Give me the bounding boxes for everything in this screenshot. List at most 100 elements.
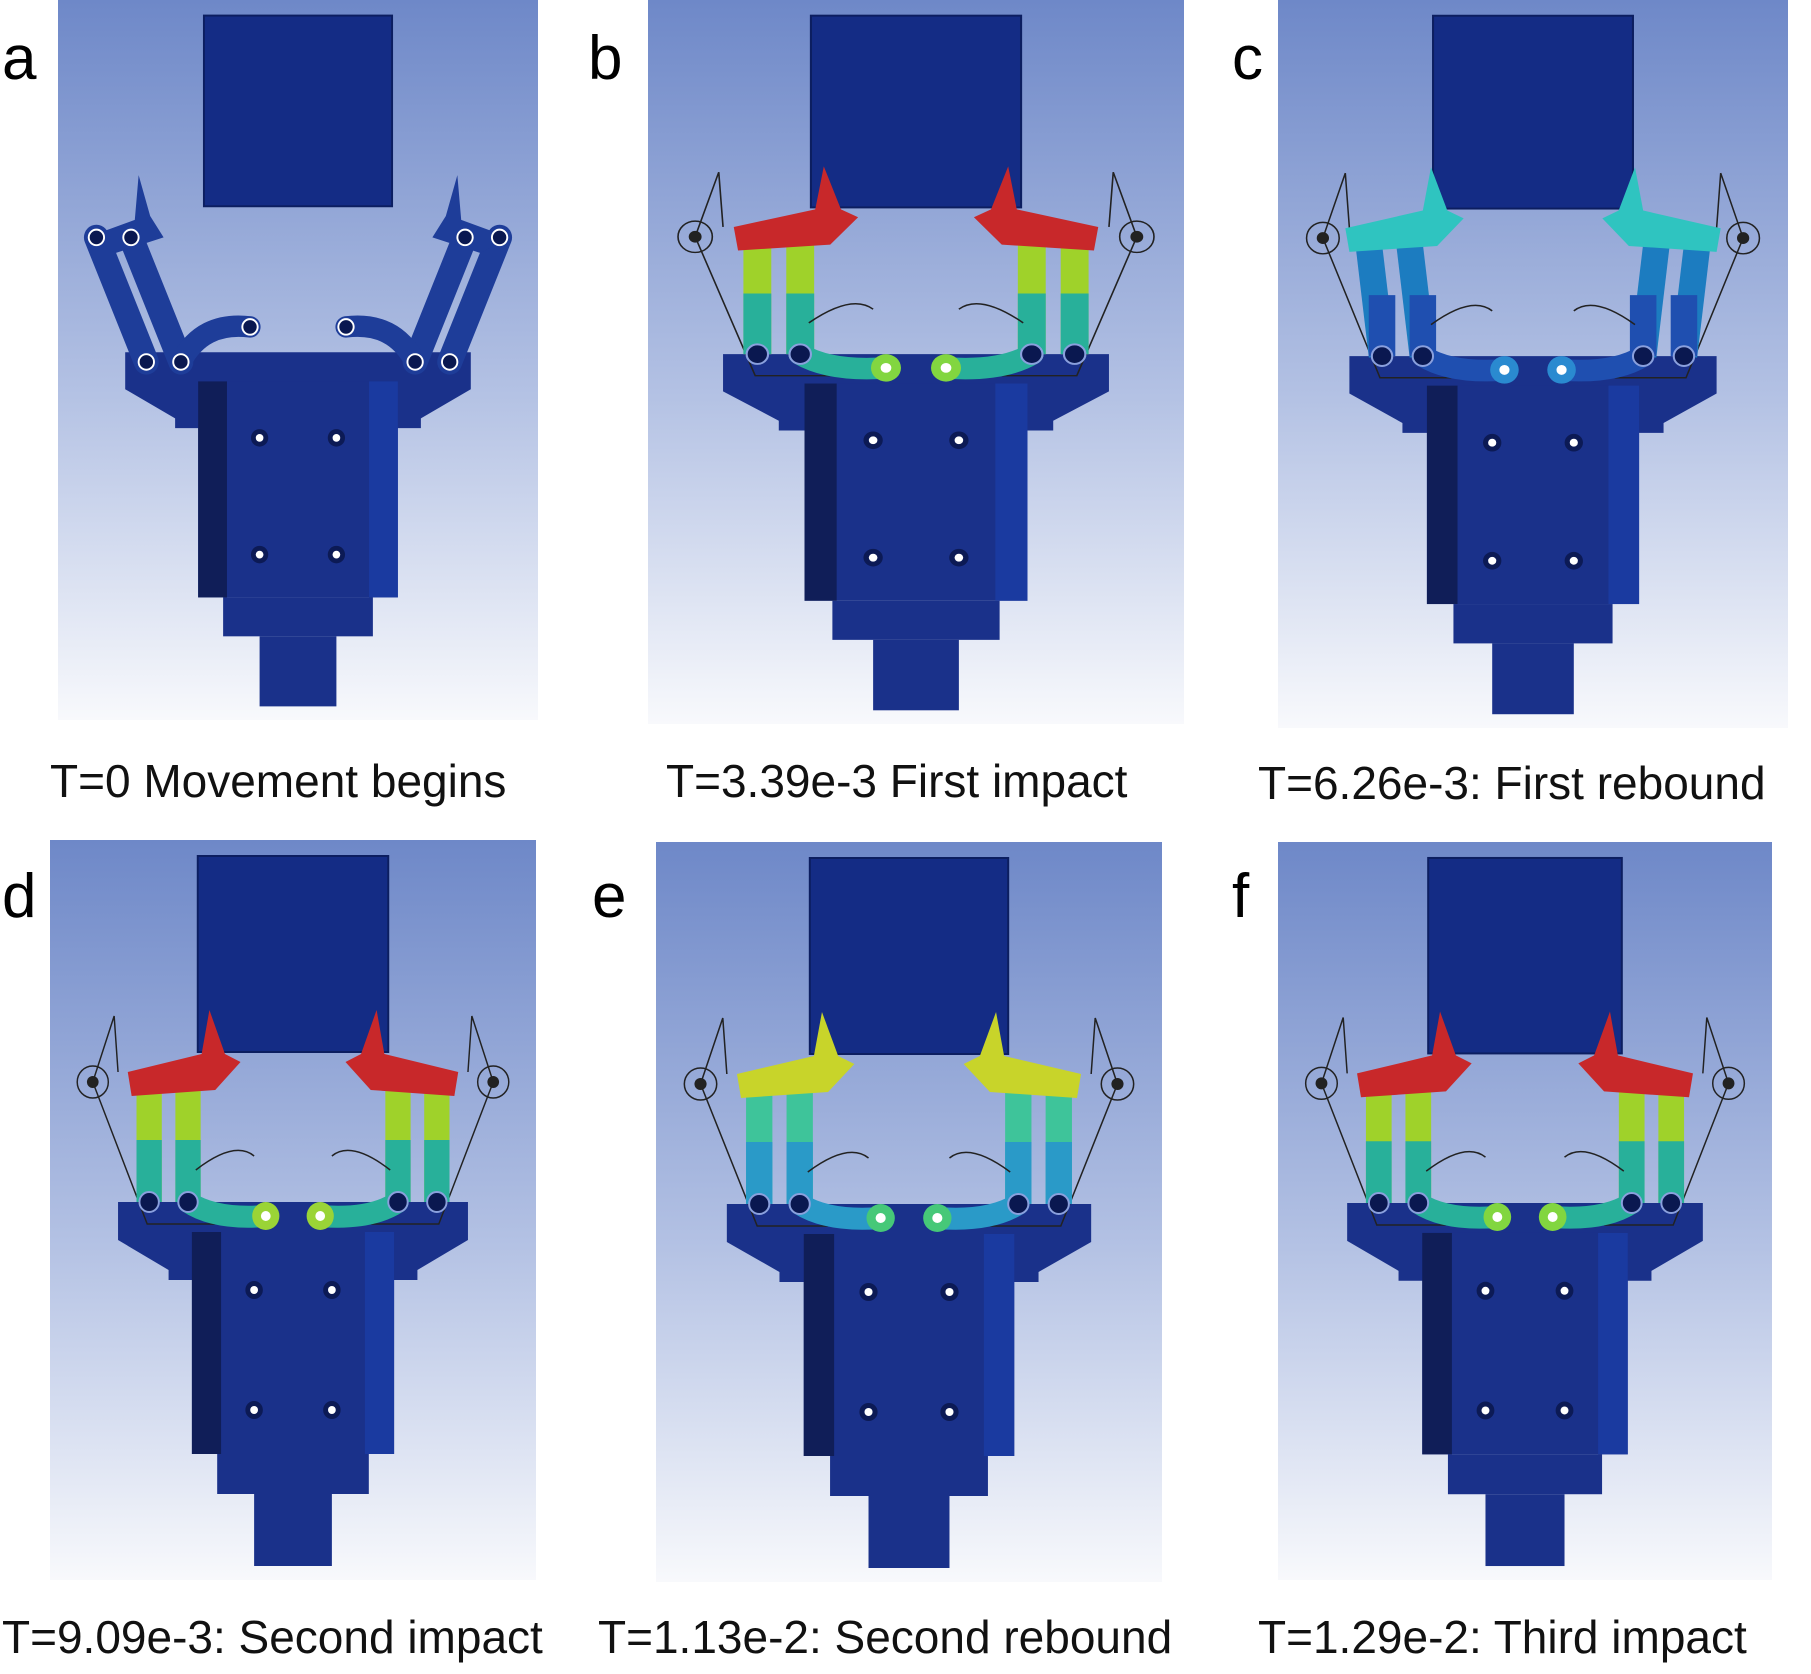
left-pivot (177, 1191, 199, 1213)
left-outline-pivot-dot (688, 230, 702, 243)
right-outline-hook (1564, 1150, 1625, 1172)
left-pivot (1367, 1192, 1390, 1214)
target-block (808, 857, 1010, 1055)
panel-caption-e: T=1.13e-2: Second rebound (598, 1611, 1173, 1663)
left-outline-pivot-dot (86, 1076, 99, 1088)
left-outline-link (694, 171, 831, 377)
right-outline-pivot (1118, 220, 1155, 254)
panel-d (50, 840, 536, 1580)
target-block (196, 855, 390, 1053)
target-block (809, 14, 1023, 209)
left-pivot (138, 1191, 160, 1213)
panel-caption-c: T=6.26e-3: First rebound (1258, 757, 1766, 809)
left-outline-hook (1425, 1150, 1486, 1172)
gripper-body (803, 1234, 1015, 1456)
left-outline-pivot-dot (1316, 232, 1329, 244)
target-block (1427, 856, 1623, 1055)
left-pivot (87, 228, 106, 247)
bolt-center (1481, 1406, 1490, 1415)
right-pivot (1620, 1192, 1643, 1214)
left-pivot (137, 353, 155, 371)
right-finger-tip-hole (315, 1211, 326, 1221)
right-outline-link (1001, 171, 1138, 377)
left-outline-hook (1430, 304, 1493, 326)
right-outline-link (1614, 172, 1744, 379)
flange (223, 597, 373, 637)
panel-caption-f: T=1.29e-2: Third impact (1258, 1611, 1747, 1663)
right-outline-pivot (1726, 221, 1761, 255)
right-outline-pivot (476, 1065, 510, 1099)
left-outline-pivot (1305, 221, 1340, 255)
right-finger-tip-hole (1547, 1211, 1558, 1222)
left-pivot (1407, 1192, 1430, 1214)
bolt-center (1488, 438, 1497, 447)
panel-c (1278, 0, 1788, 728)
left-finger-tip (86, 175, 164, 253)
gripper-body-side-right (1598, 1232, 1628, 1455)
gripper-body (1426, 385, 1640, 605)
flange (830, 1456, 988, 1496)
left-outline-pivot (677, 220, 714, 254)
gripper-body-side-right (364, 1232, 395, 1454)
fea-render-a (58, 0, 538, 720)
fea-render-f (1278, 842, 1772, 1580)
right-pivot (1019, 343, 1044, 365)
left-link-outer (83, 224, 159, 375)
bolt-center (255, 550, 264, 559)
right-outline-pivot (1100, 1067, 1135, 1101)
shaft (259, 636, 337, 707)
gripper-body-side-right (369, 381, 398, 598)
right-pivot (1660, 1192, 1683, 1214)
bolt-center (1569, 556, 1578, 565)
bolt-center (868, 553, 878, 562)
left-pivot (1370, 345, 1394, 367)
left-contact-pad (1345, 167, 1464, 252)
bolt-center (250, 1406, 259, 1414)
left-outline-link (1320, 1017, 1446, 1226)
panel-caption-d: T=9.09e-3: Second impact (2, 1611, 543, 1663)
left-pivot (241, 318, 259, 336)
shaft (254, 1494, 332, 1566)
left-pivot (172, 353, 190, 371)
left-outline-pivot (683, 1067, 718, 1101)
shaft (868, 1496, 950, 1568)
right-pivot (1062, 343, 1087, 365)
panel-b (648, 0, 1184, 724)
bolt-center (332, 550, 341, 559)
flange (217, 1454, 369, 1494)
right-finger-tip-hole (940, 362, 952, 373)
flange (1453, 604, 1613, 644)
right-finger-tip (432, 175, 510, 253)
left-link-inner (118, 224, 194, 375)
bolt-center (250, 1286, 259, 1294)
bolt-center (1488, 556, 1497, 565)
bolt-center (864, 1408, 873, 1416)
left-contact-pad (1357, 1011, 1472, 1098)
left-pivot (788, 1193, 811, 1215)
right-pivot (406, 353, 424, 371)
right-outline-hook (949, 1151, 1011, 1173)
left-outline-pivot-dot (694, 1078, 707, 1090)
bolt-center (945, 1408, 954, 1416)
left-finger-tip-hole (260, 1211, 271, 1221)
right-contact-pad (963, 1012, 1082, 1098)
right-outline-pivot-dot (1737, 232, 1750, 244)
gripper-body-side-right (983, 1234, 1015, 1456)
bolt-center (864, 1288, 873, 1296)
fea-render-c (1278, 0, 1788, 728)
right-outline-pivot-dot (1130, 230, 1144, 243)
right-finger-tip-hole (1556, 364, 1567, 375)
fea-render-e (656, 842, 1162, 1582)
panel-e (656, 842, 1162, 1582)
right-pivot (337, 318, 355, 336)
right-pivot (441, 353, 459, 371)
right-pivot (490, 228, 509, 247)
fea-render-d (50, 840, 536, 1580)
right-outline-link (1604, 1017, 1730, 1226)
right-finger-arm (335, 315, 426, 373)
left-finger-arm (170, 315, 261, 373)
right-link-outer (437, 224, 513, 375)
left-finger-tip-hole (1492, 1211, 1503, 1222)
target-block (1432, 14, 1634, 210)
bolt-center (332, 433, 341, 442)
